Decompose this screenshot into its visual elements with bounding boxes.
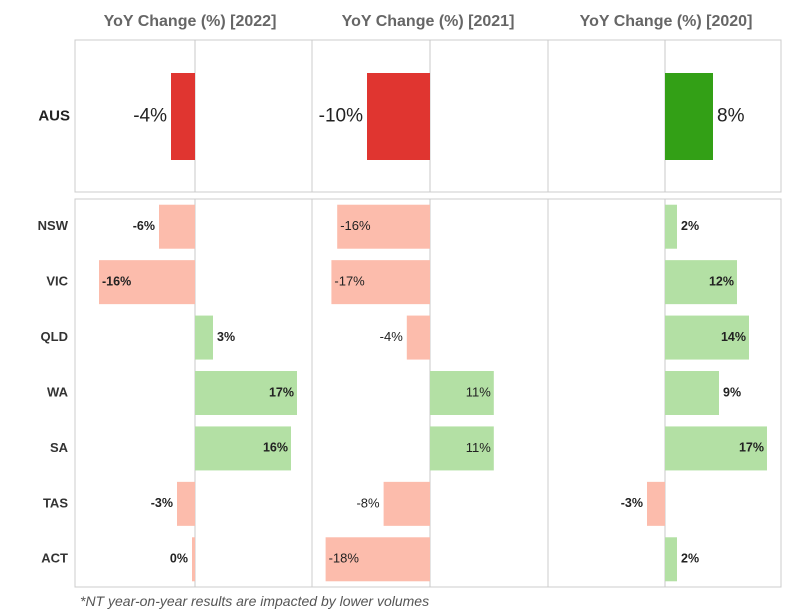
aus-value-label-3: 8% — [717, 106, 745, 127]
column-title-3: YoY Change (%) [2020] — [580, 13, 753, 30]
value-label-qld-3: 14% — [721, 330, 746, 344]
bar-act-3 — [665, 537, 677, 582]
bar-qld-1 — [195, 315, 213, 360]
value-label-tas-2: -8% — [356, 495, 380, 510]
value-label-vic-3: 12% — [709, 274, 734, 288]
row-label-aus: AUS — [38, 107, 70, 124]
aus-bar-2 — [367, 73, 430, 160]
aus-bar-3 — [665, 73, 713, 160]
value-label-wa-2: 11% — [466, 384, 491, 399]
value-label-act-2: -18% — [329, 551, 360, 566]
value-label-sa-2: 11% — [466, 440, 491, 455]
row-label-wa: WA — [47, 384, 69, 399]
value-label-act-3: 2% — [681, 552, 699, 566]
value-label-vic-1: -16% — [102, 274, 131, 288]
bar-sa-1 — [195, 426, 291, 471]
bar-wa-2 — [430, 371, 494, 415]
bar-wa-3 — [665, 371, 719, 415]
states-frame — [74, 198, 782, 588]
value-label-nsw-2: -16% — [340, 218, 371, 233]
aus-value-label-1: -4% — [133, 106, 167, 127]
bar-wa-1 — [195, 371, 297, 415]
bar-act-1 — [192, 537, 195, 582]
value-label-sa-3: 17% — [739, 441, 764, 455]
bar-vic-1 — [99, 260, 195, 305]
row-label-vic: VIC — [46, 274, 68, 289]
bar-nsw-3 — [665, 204, 677, 249]
column-title-2: YoY Change (%) [2021] — [342, 13, 515, 30]
value-label-qld-1: 3% — [217, 330, 235, 344]
bar-act-2 — [325, 537, 430, 582]
value-label-tas-1: -3% — [151, 496, 173, 510]
bar-tas-1 — [177, 481, 195, 526]
bar-nsw-1 — [159, 204, 195, 249]
aus-value-label-2: -10% — [319, 106, 363, 127]
row-label-tas: TAS — [43, 495, 68, 510]
footnote: *NT year-on-year results are impacted by… — [80, 593, 430, 609]
column-title-1: YoY Change (%) [2022] — [104, 13, 277, 30]
row-label-sa: SA — [50, 440, 69, 455]
value-label-nsw-1: -6% — [133, 219, 155, 233]
bar-qld-3 — [665, 315, 749, 360]
value-label-qld-2: -4% — [380, 329, 404, 344]
aus-frame — [74, 39, 782, 193]
value-label-vic-2: -17% — [334, 274, 365, 289]
bar-sa-3 — [665, 426, 767, 471]
row-label-act: ACT — [41, 551, 68, 566]
value-label-act-1: 0% — [170, 552, 188, 566]
value-label-wa-3: 9% — [723, 385, 741, 399]
bar-tas-3 — [647, 481, 665, 526]
bar-nsw-2 — [337, 204, 430, 249]
bar-vic-2 — [331, 260, 430, 305]
row-label-nsw: NSW — [38, 218, 69, 233]
bar-sa-2 — [430, 426, 494, 471]
bar-qld-2 — [406, 315, 430, 360]
value-label-sa-1: 16% — [263, 441, 288, 455]
row-label-qld: QLD — [41, 329, 68, 344]
bar-tas-2 — [383, 481, 430, 526]
value-label-tas-3: -3% — [621, 496, 643, 510]
bar-vic-3 — [665, 260, 737, 305]
aus-bar-1 — [171, 73, 195, 160]
value-label-wa-1: 17% — [269, 385, 294, 399]
value-label-nsw-3: 2% — [681, 219, 699, 233]
